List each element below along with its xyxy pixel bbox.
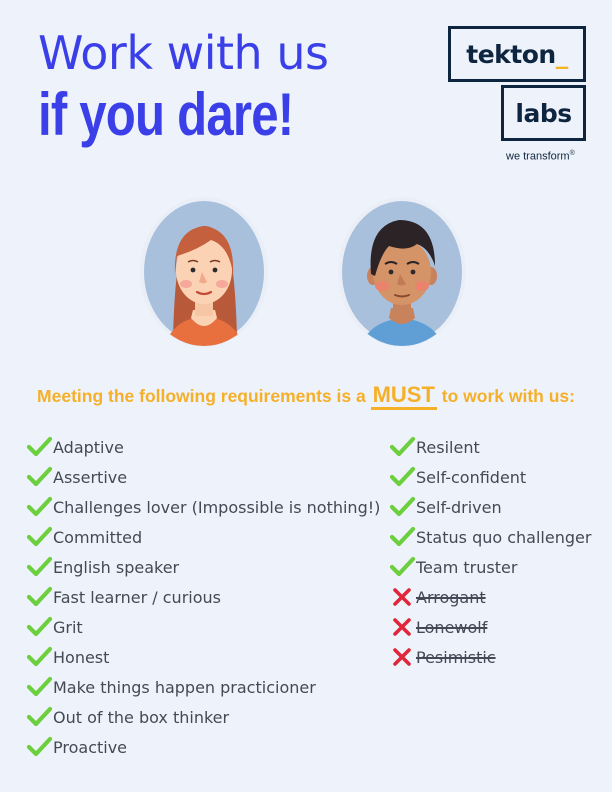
logo-box-bottom: labs: [501, 85, 586, 141]
list-item-label: Challenges lover (Impossible is nothing!…: [53, 497, 381, 517]
list-item: Proactive: [26, 732, 380, 762]
check-icon: [26, 496, 53, 518]
check-icon: [389, 526, 416, 548]
cross-icon: [389, 616, 416, 638]
list-item-label: Honest: [53, 647, 110, 667]
female-avatar: [140, 197, 268, 347]
check-icon: [26, 586, 53, 608]
heading-must: MUST: [370, 382, 437, 410]
list-item: Committed: [26, 522, 380, 552]
check-icon: [26, 706, 53, 728]
list-item-label: Fast learner / curious: [53, 587, 221, 607]
list-item-label: English speaker: [53, 557, 180, 577]
page-title-line1: Work with us: [38, 26, 329, 80]
list-item-label: Resilent: [416, 437, 480, 457]
check-icon: [26, 556, 53, 578]
list-item: Adaptive: [26, 432, 380, 462]
registered-mark: ®: [569, 150, 575, 157]
list-item-label: Self-confident: [416, 467, 527, 487]
list-item: Grit: [26, 612, 380, 642]
male-avatar: [338, 197, 466, 347]
list-item-label: Make things happen practicioner: [53, 677, 316, 697]
heading-text-after: to work with us:: [441, 386, 575, 406]
list-item: Make things happen practicioner: [26, 672, 380, 702]
logo-tagline: we transform®: [506, 150, 575, 163]
list-item-label: Status quo challenger: [416, 527, 592, 547]
list-item: Out of the box thinker: [26, 702, 380, 732]
list-item-label: Team truster: [416, 557, 518, 577]
cross-icon: [389, 586, 416, 608]
list-item: Self-confident: [389, 462, 591, 492]
requirements-list-right: Resilent Self-confident Self-driven Status …: [389, 432, 591, 672]
list-item: Challenges lover (Impossible is nothing!…: [26, 492, 380, 522]
logo-underscore: _: [555, 39, 569, 69]
list-item: Assertive: [26, 462, 380, 492]
list-item-label: Adaptive: [53, 437, 124, 457]
list-item: Lonewolf: [389, 612, 591, 642]
list-item: Pesimistic: [389, 642, 591, 672]
logo-word-tekton: tekton: [466, 39, 556, 69]
check-icon: [26, 616, 53, 638]
list-item-label: Proactive: [53, 737, 128, 757]
requirements-list-left: Adaptive Assertive Challenges lover (Impos…: [26, 432, 380, 762]
check-icon: [26, 466, 53, 488]
list-item: Status quo challenger: [389, 522, 591, 552]
list-item-label: Arrogant: [416, 587, 486, 607]
list-item-label: Committed: [53, 527, 143, 547]
tagline-text: we transform: [506, 150, 570, 163]
check-icon: [389, 556, 416, 578]
list-item: Fast learner / curious: [26, 582, 380, 612]
check-icon: [389, 466, 416, 488]
list-item-label: Lonewolf: [416, 617, 488, 637]
check-icon: [389, 496, 416, 518]
list-item-label: Assertive: [53, 467, 128, 487]
check-icon: [389, 436, 416, 458]
heading-text-before: Meeting the following requirements is a: [37, 386, 366, 406]
requirements-heading: Meeting the following requirements is a …: [0, 382, 612, 410]
logo-word-labs: labs: [515, 98, 572, 128]
check-icon: [26, 436, 53, 458]
cross-icon: [389, 646, 416, 668]
check-icon: [26, 736, 53, 758]
check-icon: [26, 646, 53, 668]
list-item: English speaker: [26, 552, 380, 582]
list-item: Arrogant: [389, 582, 591, 612]
check-icon: [26, 526, 53, 548]
list-item: Team truster: [389, 552, 591, 582]
list-item-label: Self-driven: [416, 497, 502, 517]
check-icon: [26, 676, 53, 698]
logo-box-top: tekton _: [448, 26, 586, 82]
list-item-label: Out of the box thinker: [53, 707, 230, 727]
list-item-label: Pesimistic: [416, 647, 496, 667]
page-title-line2: if you dare!: [38, 81, 294, 148]
list-item: Resilent: [389, 432, 591, 462]
list-item: Honest: [26, 642, 380, 672]
list-item-label: Grit: [53, 617, 83, 637]
list-item: Self-driven: [389, 492, 591, 522]
